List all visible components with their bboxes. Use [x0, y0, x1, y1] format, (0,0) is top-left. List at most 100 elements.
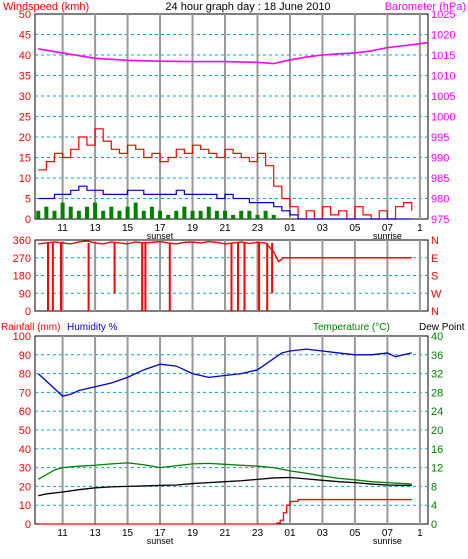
direction-line — [38, 240, 412, 263]
right-tick-label: 980 — [431, 194, 449, 206]
hour-label: 11 — [57, 528, 68, 539]
left-tick-label: 180 — [13, 271, 31, 283]
wind-low-bar — [117, 210, 122, 219]
wind-low-bar — [44, 206, 49, 219]
right-tick-label: 995 — [431, 132, 449, 144]
humidity-title: Humidity % — [67, 322, 118, 333]
left-tick-label: 15 — [19, 153, 31, 165]
left-tick-label: 20 — [19, 481, 31, 493]
left-tick-label: 40 — [19, 444, 31, 456]
hour-label: 15 — [122, 223, 134, 234]
left-tick-label: 25 — [19, 112, 31, 124]
right-tick-label: 990 — [431, 153, 449, 165]
right-tick-label: 20 — [431, 425, 443, 437]
left-tick-label: 10 — [19, 173, 31, 185]
left-tick-label: 30 — [19, 91, 31, 103]
wind-low-bar — [182, 206, 187, 219]
hour-label: 13 — [90, 223, 102, 234]
right-tick-label: 1000 — [431, 112, 455, 124]
hour-label: 01 — [284, 223, 296, 234]
hour-label: 03 — [317, 223, 329, 234]
left-tick-label: 50 — [19, 425, 31, 437]
wind-low-bar — [239, 210, 244, 219]
right-tick-label: 24 — [431, 406, 443, 418]
windspeed-title: Windspeed (kmh) — [3, 1, 89, 13]
hour-label: 15 — [122, 528, 134, 539]
temperature-line — [37, 462, 412, 485]
left-tick-label: 5 — [25, 194, 31, 206]
wind-low-bar — [231, 214, 236, 219]
wind-low-bar — [109, 206, 114, 219]
wind-low-bar — [93, 202, 98, 219]
barometer-title: Barometer (hPa) — [385, 1, 466, 13]
hour-label: 1 — [417, 223, 423, 234]
hour-label: 01 — [284, 528, 296, 539]
hour-label: 23 — [252, 528, 264, 539]
hour-label: 21 — [219, 528, 231, 539]
wind-low-bar — [214, 210, 219, 219]
wind-low-bar — [223, 210, 228, 219]
right-tick-label: 1005 — [431, 91, 455, 103]
wind-low-bar — [149, 206, 154, 219]
right-tick-label: S — [431, 271, 438, 283]
hour-label: 11 — [57, 223, 68, 234]
right-tick-label: 32 — [431, 369, 443, 381]
hour-label: 17 — [154, 223, 166, 234]
hour-label: 17 — [154, 528, 166, 539]
wind-low-bar — [60, 202, 65, 219]
humidity-temperature-panel: 0102030405060708090100048121620242832364… — [13, 331, 444, 546]
right-tick-label: 975 — [431, 214, 449, 226]
left-tick-label: 10 — [19, 500, 31, 512]
wind-low-bar — [198, 210, 203, 219]
barometer-line — [38, 41, 429, 65]
dewpoint-line — [38, 476, 412, 497]
hour-label: 07 — [382, 528, 394, 539]
right-tick-label: 12 — [431, 463, 443, 475]
left-tick-label: 50 — [19, 9, 31, 21]
rainfall-line — [38, 498, 412, 525]
left-tick-label: 360 — [13, 235, 31, 247]
left-tick-label: 0 — [25, 519, 31, 531]
left-tick-label: 100 — [13, 331, 31, 343]
left-tick-label: 90 — [19, 288, 31, 300]
wind-low-bar — [206, 206, 211, 219]
right-tick-label: 28 — [431, 387, 443, 399]
left-tick-label: 70 — [19, 387, 31, 399]
wind-low-bar — [36, 210, 41, 219]
hour-label: 19 — [187, 223, 199, 234]
hour-label: 05 — [349, 223, 361, 234]
left-tick-label: 90 — [19, 350, 31, 362]
wind-low-bar — [68, 206, 73, 219]
hour-label: 19 — [187, 528, 199, 539]
wind-low-bar — [76, 210, 81, 219]
dewpoint-title: Dew Point — [419, 322, 465, 333]
right-tick-label: 16 — [431, 444, 443, 456]
right-tick-label: 8 — [431, 481, 437, 493]
wind-low-bar — [158, 210, 163, 219]
left-tick-label: 270 — [13, 253, 31, 265]
sunrise-label: sunrise — [373, 536, 402, 546]
right-tick-label: N — [431, 235, 439, 247]
wind-barometer-panel: 0510152025303540455097598098599099510001… — [19, 9, 456, 241]
wind-low-bar — [52, 210, 57, 219]
right-tick-label: E — [431, 253, 438, 265]
wind-low-bar — [263, 210, 268, 219]
left-tick-label: 35 — [19, 71, 31, 83]
right-tick-label: 40 — [431, 331, 443, 343]
hour-label: 05 — [349, 528, 361, 539]
wind-low-bar — [101, 210, 106, 219]
right-tick-label: 1020 — [431, 30, 455, 42]
graph-title: 24 hour graph day : 18 June 2010 — [165, 1, 330, 13]
right-tick-label: 1010 — [431, 71, 455, 83]
left-tick-label: 0 — [25, 214, 31, 226]
hour-label: 23 — [252, 223, 264, 234]
sunset-label: sunset — [147, 231, 174, 241]
hour-label: 1 — [417, 528, 423, 539]
sunset-label: sunset — [147, 536, 174, 546]
plot-frame — [34, 13, 429, 220]
hour-label: 21 — [219, 223, 231, 234]
right-tick-label: 1025 — [431, 9, 455, 21]
wind-low-bar — [141, 210, 146, 219]
left-tick-label: 30 — [19, 463, 31, 475]
